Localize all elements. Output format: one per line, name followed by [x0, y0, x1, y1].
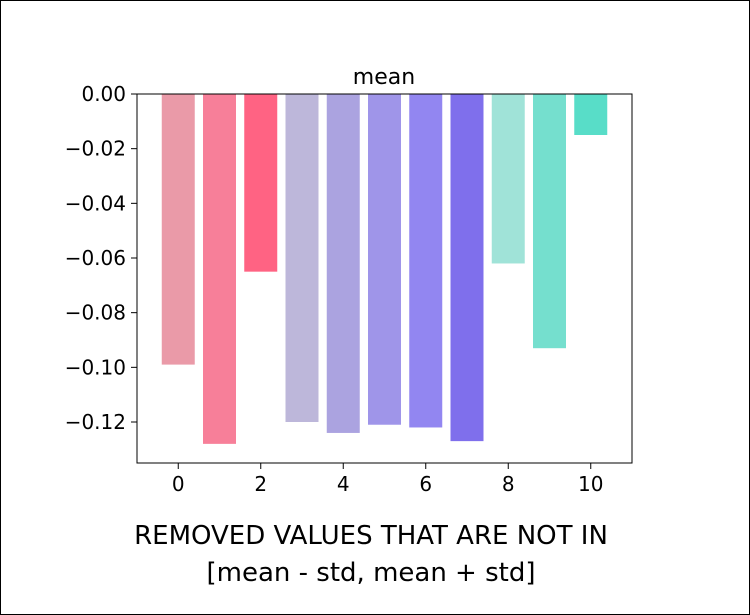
x-tick-label: 0 — [172, 472, 185, 496]
y-tick-label: 0.00 — [81, 82, 126, 106]
x-axis: 0 2 4 6 8 10 — [172, 463, 603, 496]
y-tick-label: −0.10 — [65, 355, 126, 379]
x-tick-label: 8 — [502, 472, 515, 496]
bar-3 — [285, 94, 319, 422]
bars-group — [161, 94, 608, 444]
y-tick-label: −0.08 — [65, 301, 126, 325]
bar-0 — [161, 94, 195, 365]
x-tick-label: 4 — [337, 472, 350, 496]
bar-8 — [491, 94, 525, 264]
bar-1 — [203, 94, 236, 444]
plot-area-frame — [136, 93, 633, 464]
bar-6 — [409, 94, 443, 428]
x-tick-label: 6 — [419, 472, 432, 496]
bar-7 — [450, 94, 484, 442]
chart-title: mean — [353, 65, 415, 90]
y-tick-label: −0.06 — [65, 246, 126, 270]
y-tick-label: −0.04 — [65, 191, 126, 215]
bar-5 — [368, 94, 401, 425]
x-axis-label-line-1: REMOVED VALUES THAT ARE NOT IN — [134, 521, 608, 551]
x-tick-label: 10 — [578, 472, 603, 496]
bar-2 — [244, 94, 278, 272]
bar-10 — [574, 94, 608, 135]
y-tick-label: −0.12 — [65, 410, 126, 434]
bar-9 — [533, 94, 566, 349]
y-axis: 0.00 −0.02 −0.04 −0.06 −0.08 −0.10 −0.12 — [65, 82, 137, 434]
bar-4 — [326, 94, 360, 433]
y-tick-label: −0.02 — [65, 137, 126, 161]
x-axis-label-line-2: [mean - std, mean + std] — [207, 558, 536, 588]
x-tick-label: 2 — [254, 472, 267, 496]
